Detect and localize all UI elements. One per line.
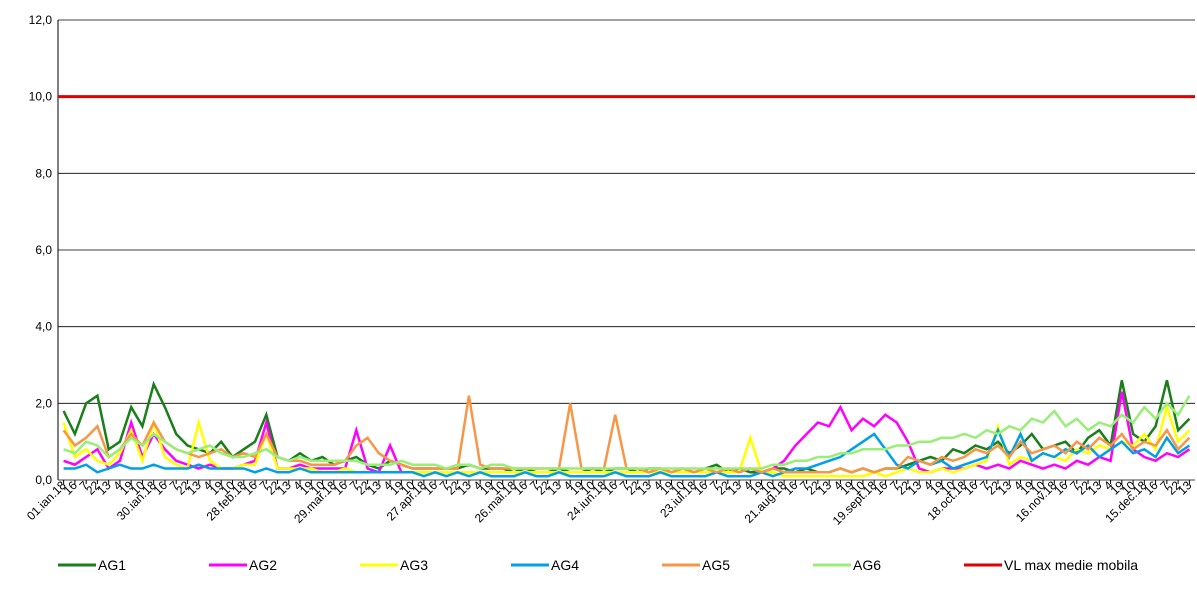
legend-label: AG1 [98,557,126,573]
legend-label: VL max medie mobila [1004,557,1138,573]
y-tick-label: 10,0 [29,90,53,104]
y-tick-label: 0,0 [35,473,52,487]
legend-label: AG3 [400,557,428,573]
series-line [63,426,1191,478]
y-tick-label: 6,0 [35,243,52,257]
y-tick-label: 4,0 [35,320,52,334]
y-tick-label: 2,0 [35,396,52,410]
legend-label: AG5 [702,557,730,573]
legend-label: AG4 [551,557,579,573]
series-line [63,395,1191,470]
legend-label: AG6 [853,557,881,573]
series-line [62,380,1191,474]
legend-label: AG2 [249,557,277,573]
y-tick-label: 12,0 [29,13,53,27]
y-tick-label: 8,0 [35,166,52,180]
